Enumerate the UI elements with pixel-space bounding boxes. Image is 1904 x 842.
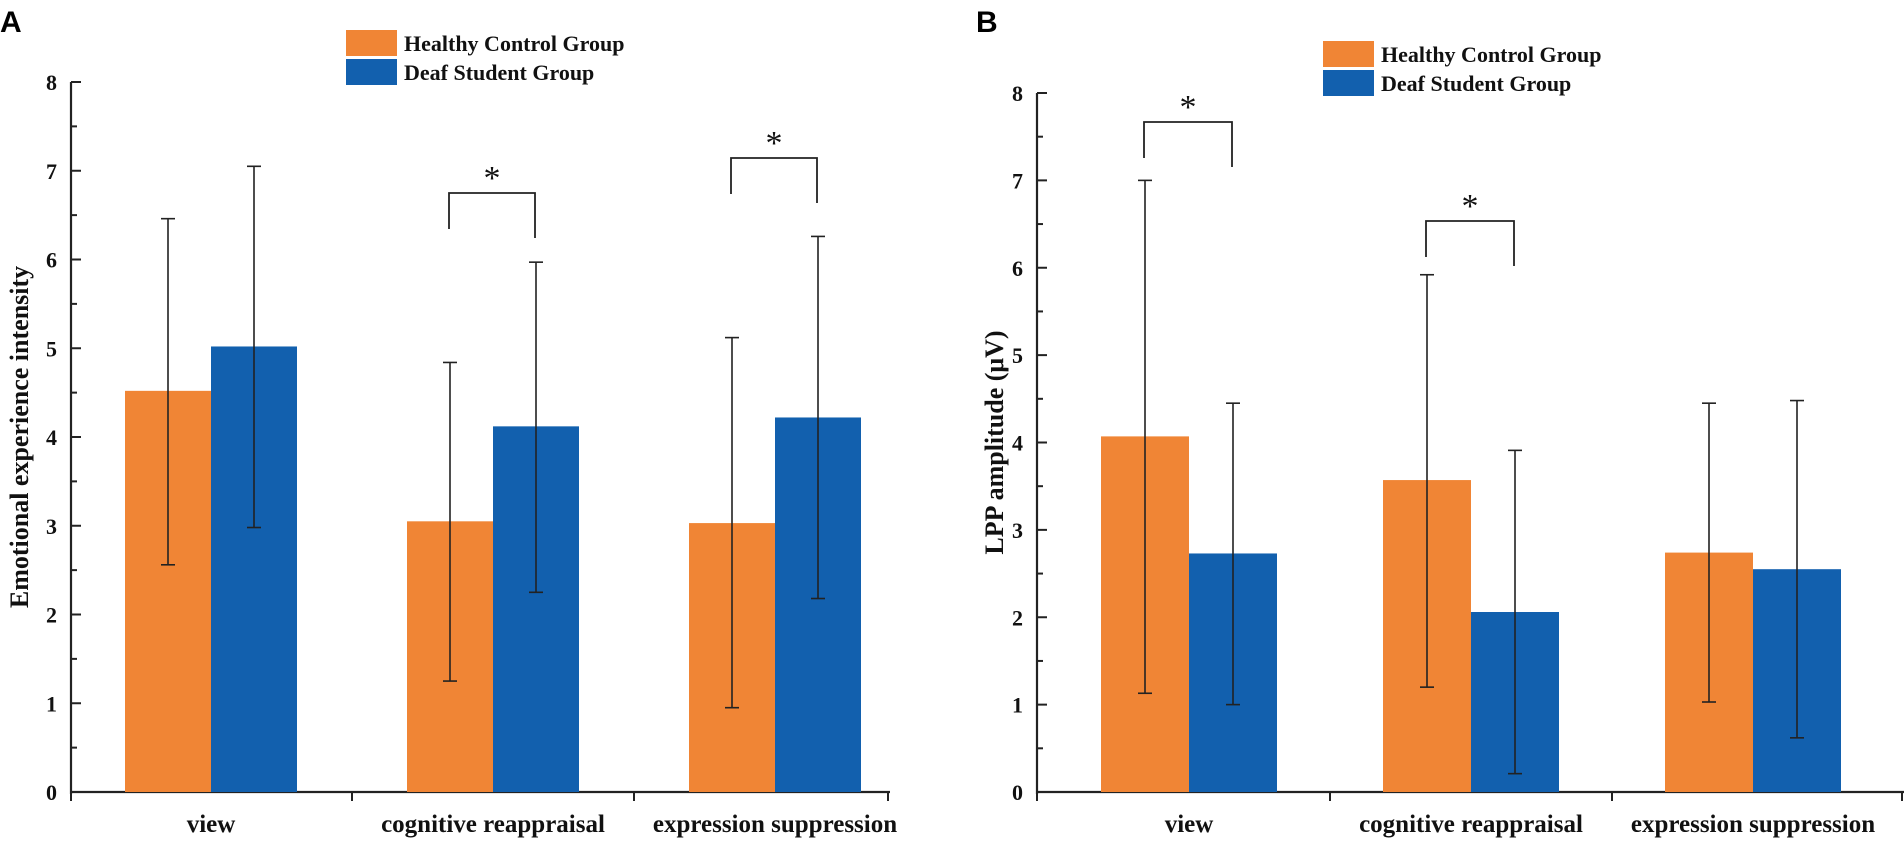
significance-bracket	[730, 157, 818, 203]
y-tick-label: 7	[46, 159, 57, 184]
legend-swatch-deaf-student	[346, 59, 397, 85]
x-category-label: view	[187, 811, 236, 838]
y-tick-label: 4	[1012, 431, 1023, 456]
legend-label: Healthy Control Group	[404, 31, 624, 56]
y-tick-label: 6	[1012, 256, 1023, 281]
y-tick-label: 6	[46, 248, 57, 273]
y-tick-label: 2	[46, 603, 57, 628]
legend-swatch-healthy-control	[1323, 41, 1374, 67]
y-tick-label: 8	[1012, 81, 1023, 106]
x-category-label: view	[1165, 811, 1214, 838]
significance-star: *	[484, 160, 501, 197]
y-tick-label: 3	[46, 514, 57, 539]
y-tick-label: 5	[1012, 343, 1023, 368]
significance-bracket	[1143, 121, 1233, 167]
y-tick-label: 1	[1012, 693, 1023, 718]
x-category-label: cognitive reappraisal	[381, 811, 605, 838]
y-tick-label: 3	[1012, 518, 1023, 543]
legend-label: Deaf Student Group	[404, 60, 594, 85]
significance-bracket	[448, 192, 536, 238]
y-tick-label: 5	[46, 336, 57, 361]
y-tick-label: 4	[46, 425, 57, 450]
legend-swatch-deaf-student	[1323, 70, 1374, 96]
y-axis-label: LPP amplitude (μV)	[980, 330, 1009, 554]
y-axis-label: Emotional experience intensity	[5, 266, 34, 608]
y-tick-label: 2	[1012, 605, 1023, 630]
legend-swatch-healthy-control	[346, 30, 397, 56]
significance-bracket	[1425, 220, 1515, 266]
panel-letter: B	[976, 6, 998, 39]
panel-letter: A	[0, 6, 22, 39]
significance-star: *	[1180, 89, 1197, 126]
significance-star: *	[1462, 188, 1479, 225]
legend-label: Healthy Control Group	[1381, 42, 1601, 67]
x-category-label: cognitive reappraisal	[1359, 811, 1583, 838]
y-tick-label: 0	[46, 780, 57, 805]
x-category-label: expression suppression	[653, 811, 897, 838]
y-tick-label: 1	[46, 691, 57, 716]
significance-star: *	[766, 125, 783, 162]
y-tick-label: 7	[1012, 168, 1023, 193]
x-category-label: expression suppression	[1631, 811, 1875, 838]
y-tick-label: 0	[1012, 780, 1023, 805]
y-tick-label: 8	[46, 70, 57, 95]
legend-label: Deaf Student Group	[1381, 71, 1571, 96]
